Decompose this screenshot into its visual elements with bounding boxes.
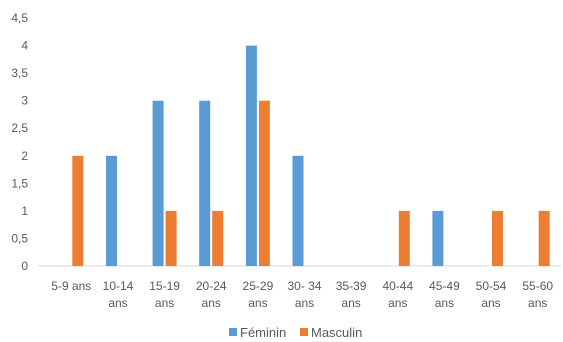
x-tick-label: 25-29 bbox=[243, 279, 274, 293]
bar-masculin-2 bbox=[165, 210, 177, 266]
x-tick-label: 45-49 bbox=[429, 279, 460, 293]
x-tick-label: 5-9 ans bbox=[51, 279, 91, 293]
x-tick-label: ans bbox=[528, 296, 547, 310]
x-tick-label: 20-24 bbox=[196, 279, 227, 293]
x-tick-label: 55-60 bbox=[522, 279, 553, 293]
y-tick-label: 1,5 bbox=[11, 176, 28, 190]
y-tick-label: 2 bbox=[21, 149, 28, 163]
x-tick-label: 30- 34 bbox=[287, 279, 321, 293]
bar-feminin-2 bbox=[152, 100, 164, 266]
legend-label-feminin: Féminin bbox=[240, 325, 286, 340]
x-tick-label: ans bbox=[435, 296, 454, 310]
legend: Féminin Masculin bbox=[229, 325, 362, 340]
bar-masculin-0 bbox=[72, 155, 84, 266]
x-tick-label: ans bbox=[248, 296, 267, 310]
x-tick-label: ans bbox=[481, 296, 500, 310]
x-tick-label: ans bbox=[155, 296, 174, 310]
x-tick-label: 15-19 bbox=[149, 279, 180, 293]
bar-feminin-1 bbox=[106, 155, 117, 266]
x-tick-label: ans bbox=[202, 296, 221, 310]
y-tick-label: 0,5 bbox=[11, 231, 28, 245]
x-tick-label: 40-44 bbox=[382, 279, 413, 293]
bar-feminin-4 bbox=[245, 45, 257, 266]
bar-feminin-8 bbox=[432, 210, 444, 266]
y-tick-label: 3 bbox=[21, 94, 28, 108]
y-tick-label: 1 bbox=[21, 204, 28, 218]
bar-masculin-7 bbox=[398, 210, 410, 266]
x-tick-label: 35-39 bbox=[336, 279, 367, 293]
y-tick-label: 3,5 bbox=[11, 66, 28, 80]
bar-feminin-5 bbox=[292, 155, 304, 266]
legend-swatch-feminin bbox=[229, 328, 237, 336]
legend-swatch-masculin bbox=[300, 328, 308, 336]
y-tick-label: 0 bbox=[21, 259, 28, 273]
bars bbox=[72, 45, 550, 266]
x-axis-labels: 5-9 ans 10-14 ans 15-19 ans 20-24 ans 25-29 ans 3… bbox=[51, 279, 553, 310]
legend-label-masculin: Masculin bbox=[311, 325, 362, 340]
y-axis-labels: 0 0,5 1 1,5 2 2,5 3 3,5 4 4,5 bbox=[11, 11, 28, 273]
x-tick-label: 10-14 bbox=[103, 279, 134, 293]
x-tick-label: 50-54 bbox=[476, 279, 507, 293]
x-tick-label: ans bbox=[341, 296, 360, 310]
x-tick-label: ans bbox=[295, 296, 314, 310]
bar-feminin-3 bbox=[199, 100, 211, 266]
y-tick-label: 4,5 bbox=[11, 11, 28, 25]
x-tick-label: ans bbox=[108, 296, 127, 310]
y-tick-label: 2,5 bbox=[11, 121, 28, 135]
bar-masculin-10 bbox=[538, 210, 550, 266]
bar-masculin-4 bbox=[258, 100, 270, 266]
bar-masculin-9 bbox=[492, 210, 503, 266]
x-tick-label: ans bbox=[388, 296, 407, 310]
bar-masculin-3 bbox=[212, 210, 224, 266]
y-tick-label: 4 bbox=[21, 39, 28, 53]
